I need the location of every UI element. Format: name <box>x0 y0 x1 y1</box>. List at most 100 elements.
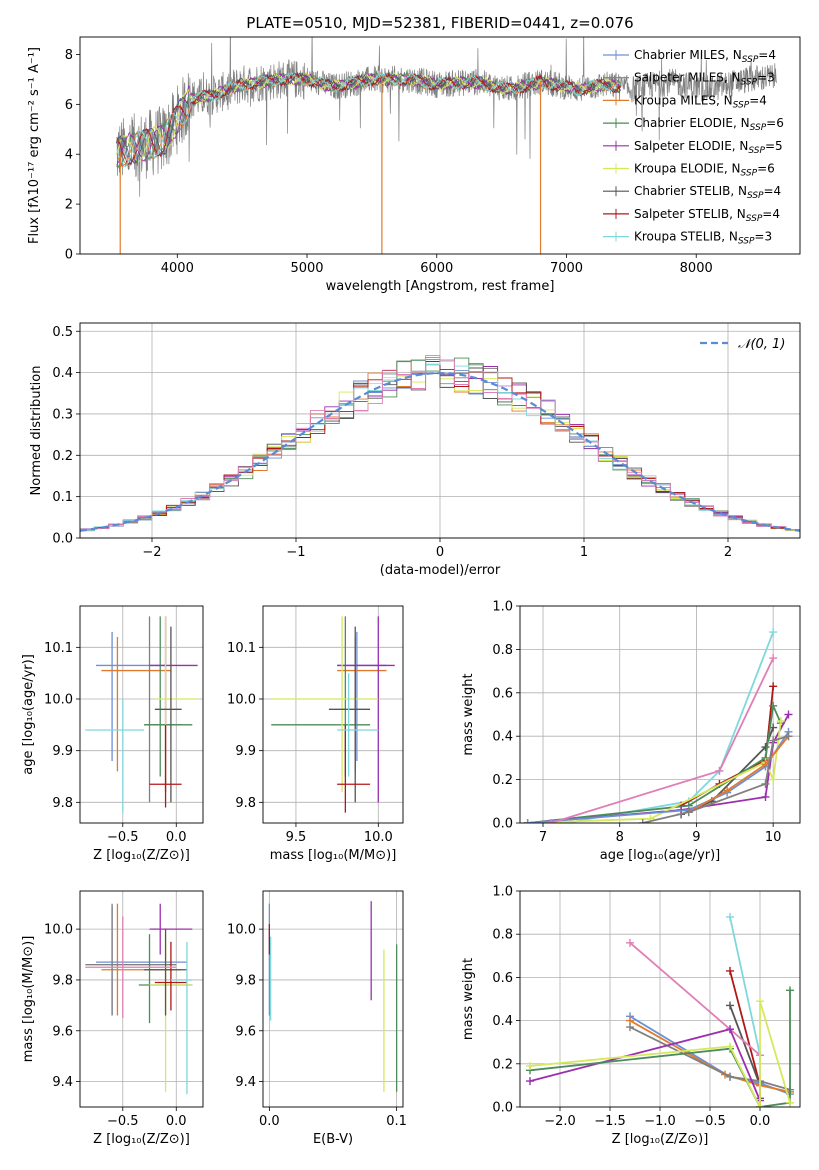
x-axis-label: (data-model)/error <box>380 563 501 578</box>
x-tick-label: 5000 <box>290 261 323 276</box>
weight-point <box>726 1025 734 1034</box>
x-tick-label: −2.0 <box>544 1114 576 1129</box>
y-tick-label: 10.0 <box>227 923 256 938</box>
weight-vs-age-panel: 7 8 9 10 0.0 0.2 0.4 0.6 0.8 1.0 age [log₁₀(age/yr… <box>461 600 801 863</box>
x-tick-label: 0.0 <box>166 1114 187 1129</box>
x-tick-label: −1 <box>286 545 305 560</box>
x-tick-label: 0.0 <box>750 1114 771 1129</box>
y-tick-label: 0.5 <box>52 325 73 340</box>
weight-point <box>786 1098 794 1107</box>
y-tick-label: 0.4 <box>492 1014 513 1029</box>
weight-point <box>761 743 770 752</box>
y-tick-label: 0.8 <box>492 928 513 943</box>
legend-entry: Chabrier ELODIE, NSSP=6 <box>634 116 784 133</box>
weight-point <box>726 1001 734 1010</box>
legend-entry: Kroupa STELIB, NSSP=3 <box>634 230 772 247</box>
spectrum-data-line <box>115 37 777 197</box>
legend-entry: Kroupa MILES, NSSP=4 <box>634 93 767 110</box>
y-tick-label: 0.2 <box>492 773 513 788</box>
x-tick-label: 0.1 <box>386 1114 407 1129</box>
y-tick-label: 0.8 <box>492 643 513 658</box>
histogram-step <box>80 360 800 532</box>
histogram-step <box>80 355 800 533</box>
x-tick-label: 0 <box>436 545 444 560</box>
weight-series-line <box>629 1019 791 1093</box>
x-tick-label: 0.0 <box>166 830 187 845</box>
y-tick-label: 1.0 <box>492 885 513 900</box>
x-axis-label: Z [log₁₀(Z/Z⊙)] <box>612 1132 709 1147</box>
weight-point <box>638 819 647 823</box>
y-tick-label: 9.8 <box>52 973 73 988</box>
y-tick-label: 6 <box>65 98 73 113</box>
y-tick-label: 4 <box>65 148 73 163</box>
y-tick-label: 9.9 <box>52 744 73 759</box>
x-tick-label: 7 <box>539 830 547 845</box>
y-tick-label: 10.0 <box>44 693 73 708</box>
weight-point <box>769 736 778 745</box>
x-tick-label: 10 <box>765 830 782 845</box>
mass-vs-ebv-panel: 0.0 0.1 9.4 9.6 9.8 10.0 E(B-V) <box>227 890 407 1147</box>
x-tick-label: 0.0 <box>259 1114 280 1129</box>
x-axis-label: Z [log₁₀(Z/Z⊙)] <box>93 848 190 863</box>
y-tick-label: 9.4 <box>52 1075 73 1090</box>
weight-point <box>756 1103 764 1107</box>
spectrum-model-line <box>115 72 621 164</box>
residual-panel: −2 −1 0 1 2 0.0 0.1 0.2 0.3 0.4 0.5 (data-model)/er… <box>29 322 801 578</box>
x-tick-label: 7000 <box>550 261 583 276</box>
weight-series-line <box>529 990 791 1107</box>
weight-point <box>723 786 732 795</box>
x-tick-label: 10.0 <box>364 830 393 845</box>
x-tick-label: 9 <box>692 830 700 845</box>
weight-series-line <box>529 1028 761 1101</box>
weight-point <box>726 966 734 975</box>
x-tick-label: 1 <box>580 545 588 560</box>
spectrum-model-line <box>116 71 621 166</box>
weight-point <box>761 779 770 788</box>
legend-entry: Salpeter STELIB, NSSP=4 <box>634 207 780 224</box>
x-tick-label: −0.5 <box>107 1114 139 1129</box>
weight-point <box>684 808 693 817</box>
x-axis-label: mass [log₁₀(M/M⊙)] <box>270 848 397 863</box>
y-tick-label: 2 <box>65 198 73 213</box>
x-tick-label: −2 <box>142 545 161 560</box>
axes-frame <box>262 605 404 824</box>
mass-vs-Z-panel: −0.5 0.0 9.4 9.6 9.8 10.0 Z [log₁₀(Z/Z⊙)] mass … <box>21 890 204 1147</box>
spectrum-panel: 4000 5000 6000 7000 8000 0 2 4 6 8 wavelength [Ang… <box>27 36 801 294</box>
legend-entry: 𝒩(0, 1) <box>738 337 785 352</box>
x-axis-label: Z [log₁₀(Z/Z⊙)] <box>93 1132 190 1147</box>
y-tick-label: 9.6 <box>235 1024 256 1039</box>
weight-point <box>726 1072 734 1081</box>
x-tick-label: −1.0 <box>644 1114 676 1129</box>
y-tick-label: 0.3 <box>52 407 73 422</box>
y-axis-label: mass weight <box>461 958 476 1040</box>
weight-point <box>761 792 770 801</box>
x-tick-label: −0.5 <box>694 1114 726 1129</box>
weight-point <box>769 775 778 784</box>
y-tick-label: 9.8 <box>235 973 256 988</box>
x-axis-label: E(B-V) <box>313 1132 353 1147</box>
x-tick-label: 6000 <box>420 261 453 276</box>
y-axis-label: Normed distribution <box>29 366 44 496</box>
y-tick-label: 10.0 <box>227 693 256 708</box>
weight-point <box>786 986 794 995</box>
weight-point <box>626 1023 634 1032</box>
y-axis-label: mass weight <box>461 673 476 755</box>
axes-frame <box>79 890 204 1108</box>
legend-entry: Salpeter ELODIE, NSSP=5 <box>634 139 783 156</box>
weight-point <box>756 997 764 1006</box>
y-tick-label: 10.1 <box>44 641 73 656</box>
x-tick-label: 4000 <box>161 261 194 276</box>
weight-point <box>626 938 634 947</box>
normal-reference-curve <box>79 371 801 532</box>
weight-point <box>715 766 724 775</box>
axes-frame <box>519 605 801 824</box>
y-tick-label: 0.0 <box>492 1101 513 1116</box>
spectrum-model-line <box>115 72 621 163</box>
figure-title: PLATE=0510, MJD=52381, FIBERID=0441, z=0… <box>246 14 633 32</box>
y-tick-label: 0 <box>65 248 73 263</box>
legend-entry: Chabrier STELIB, NSSP=4 <box>634 184 781 201</box>
y-tick-label: 0.0 <box>492 817 513 832</box>
y-tick-label: 9.4 <box>235 1075 256 1090</box>
y-tick-label: 0.4 <box>52 366 73 381</box>
